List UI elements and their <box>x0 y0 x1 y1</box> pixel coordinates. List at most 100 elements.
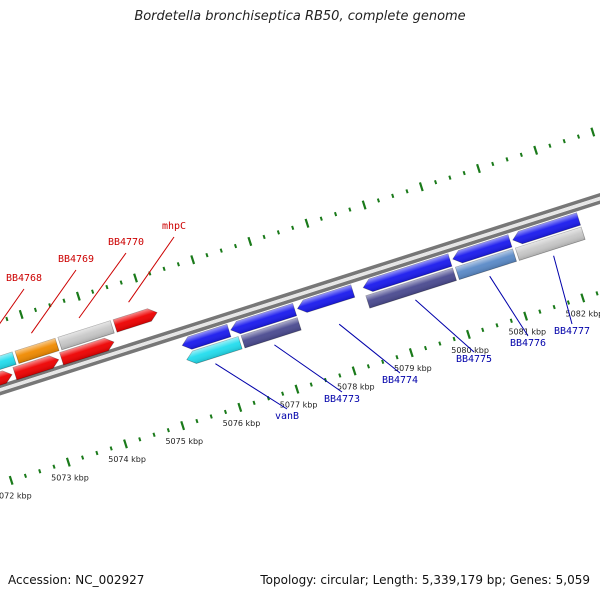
kbp-label: 5082 kbp <box>566 309 600 318</box>
gene-label-bb4776[interactable]: BB4776 <box>510 338 546 349</box>
backbone-line <box>0 153 600 424</box>
tick-mark-lower <box>509 318 513 323</box>
gene-label-bb4773[interactable]: BB4773 <box>324 394 360 405</box>
tick-mark-upper <box>448 175 452 180</box>
tick-mark-upper <box>291 225 295 231</box>
tick-mark-lower <box>52 464 56 469</box>
gene-label-mhpc[interactable]: mhpC <box>162 221 186 232</box>
kbp-label: 5081 kbp <box>508 328 546 337</box>
gene-blue-rev-3[interactable] <box>296 284 356 315</box>
tick-mark-lower <box>538 309 542 314</box>
tick-mark-lower <box>166 427 170 433</box>
gene-bb4768[interactable] <box>0 351 17 383</box>
tick-mark-upper <box>376 198 381 203</box>
kbp-label: 5078 kbp <box>337 382 375 391</box>
gene-label-bb4775[interactable]: BB4775 <box>456 354 492 365</box>
tick-mark-upper <box>304 218 310 228</box>
gene-bb4777[interactable] <box>514 226 586 261</box>
tick-mark-upper <box>18 309 24 320</box>
tick-mark-upper <box>462 170 466 176</box>
leader-line <box>489 275 529 337</box>
tick-mark-lower <box>452 336 456 342</box>
tick-mark-lower <box>95 450 99 456</box>
tick-mark-lower <box>237 402 243 413</box>
tick-mark-lower <box>81 455 85 460</box>
kbp-label: 5080 kbp <box>451 346 489 355</box>
gene-label-vanb[interactable]: vanB <box>275 411 299 422</box>
tick-mark-upper <box>105 284 109 290</box>
gene-label-bb4770[interactable]: BB4770 <box>108 237 144 248</box>
tick-mark-lower <box>123 439 128 449</box>
tick-mark-upper <box>476 163 481 174</box>
map-rotated-group <box>0 127 600 485</box>
tick-mark-upper <box>562 138 566 144</box>
leader-line <box>0 288 25 325</box>
gene-mhpc[interactable] <box>112 306 159 333</box>
gene-blue-rev-4[interactable] <box>361 253 453 294</box>
tick-mark-lower <box>138 437 142 442</box>
tick-mark-lower <box>109 446 113 451</box>
gene-bb4770[interactable] <box>57 320 115 351</box>
gene-blue-rev-6[interactable] <box>511 212 581 246</box>
tick-mark-upper <box>75 291 81 301</box>
tick-mark-lower <box>223 409 228 415</box>
tick-mark-lower <box>395 355 399 360</box>
tick-mark-lower <box>23 473 28 479</box>
tick-mark-upper <box>91 289 95 294</box>
tick-mark-upper <box>276 230 280 235</box>
leader-line <box>30 269 77 334</box>
tick-mark-lower <box>252 400 256 406</box>
tick-mark-upper <box>405 189 409 194</box>
tick-mark-upper <box>348 207 352 212</box>
gene-red-lower-4[interactable] <box>59 336 116 366</box>
tick-layer <box>5 127 599 485</box>
tick-mark-lower <box>180 421 186 431</box>
gene-bb4773[interactable] <box>240 317 302 349</box>
tick-mark-lower <box>466 329 471 340</box>
leader-line <box>553 255 573 325</box>
tick-mark-lower <box>309 382 313 387</box>
kbp-label: 5079 kbp <box>394 364 432 373</box>
gene-label-bb4769[interactable]: BB4769 <box>58 254 94 265</box>
tick-mark-upper <box>319 216 323 221</box>
tick-mark-lower <box>424 345 428 351</box>
gene-layer <box>0 212 586 399</box>
tick-mark-lower <box>523 311 529 321</box>
tick-mark-upper <box>219 248 223 253</box>
tick-mark-lower <box>209 414 213 419</box>
kbp-label: 5074 kbp <box>108 455 146 464</box>
gene-blue-rev-1[interactable] <box>180 323 232 351</box>
tick-mark-upper <box>590 127 596 137</box>
tick-mark-upper <box>176 262 180 267</box>
gene-blue-rev-5[interactable] <box>451 234 513 266</box>
tick-mark-lower <box>495 323 499 328</box>
genome-backbone <box>0 149 600 428</box>
leader-line <box>415 299 475 353</box>
kbp-label: 5073 kbp <box>51 474 89 483</box>
tick-mark-lower <box>438 341 442 346</box>
topology-summary: Topology: circular; Length: 5,339,179 bp… <box>260 573 590 587</box>
tick-mark-upper <box>247 236 253 247</box>
tick-mark-upper <box>205 252 209 258</box>
backbone-line <box>0 149 600 421</box>
tick-mark-upper <box>334 211 338 217</box>
tick-mark-lower <box>408 348 414 358</box>
gene-red-lower-2[interactable] <box>0 368 14 399</box>
tick-mark-upper <box>505 157 509 162</box>
gene-bb4769[interactable] <box>14 337 60 364</box>
tick-mark-upper <box>418 182 424 192</box>
gene-vanb[interactable] <box>185 336 243 366</box>
gene-label-bb4777[interactable]: BB4777 <box>554 326 590 337</box>
kbp-label: 5072 kbp <box>0 492 32 501</box>
gene-bb4775[interactable] <box>365 267 457 309</box>
kbp-label: 5077 kbp <box>280 401 318 410</box>
tick-mark-lower <box>338 373 342 378</box>
tick-mark-lower <box>381 359 385 364</box>
gene-label-bb4774[interactable]: BB4774 <box>382 375 418 386</box>
gene-bb4776[interactable] <box>454 248 517 281</box>
gene-red-lower-3[interactable] <box>12 353 61 381</box>
tick-mark-lower <box>552 304 556 310</box>
gene-blue-rev-2[interactable] <box>229 302 298 336</box>
gene-label-bb4768[interactable]: BB4768 <box>6 273 42 284</box>
